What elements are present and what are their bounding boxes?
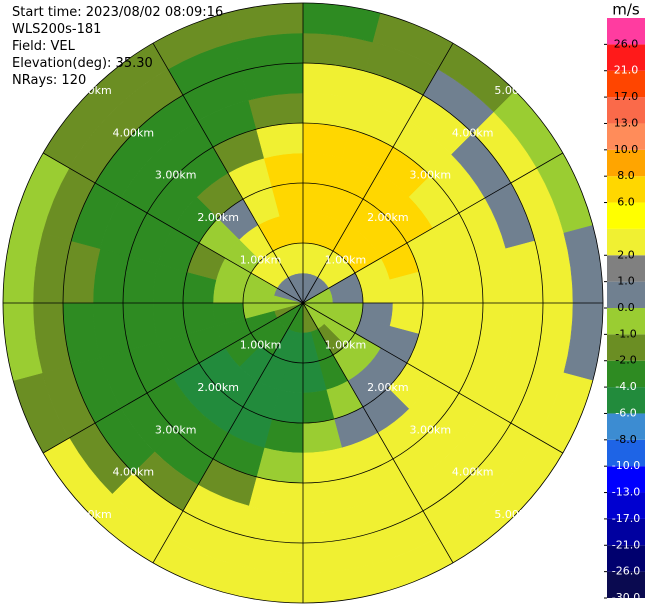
- colorbar-tick-label: -21.0: [612, 538, 640, 551]
- colorbar-block: [607, 176, 645, 203]
- header-line: Start time: 2023/08/02 08:09:16: [12, 5, 223, 20]
- range-ring-label: 5.00km: [494, 508, 536, 521]
- range-ring-label: 5.00km: [70, 508, 112, 521]
- colorbar-tick-label: 0.0: [617, 301, 635, 314]
- velocity-cell: [122, 302, 159, 350]
- colorbar-block: [607, 545, 645, 572]
- range-ring-label: 4.00km: [452, 466, 494, 479]
- colorbar-tick-label: -30.0: [612, 591, 640, 604]
- radial-line: [42, 152, 304, 304]
- range-ring: [242, 242, 364, 364]
- colorbar-block: [607, 360, 645, 388]
- colorbar-block: [607, 308, 645, 335]
- colorbar-tick-label: 10.0: [614, 143, 639, 156]
- range-ring-label: 4.00km: [113, 126, 155, 139]
- range-ring-label: 3.00km: [409, 169, 451, 182]
- range-ring-label: 1.00km: [240, 254, 282, 267]
- colorbar-tick-label: -8.0: [615, 433, 636, 446]
- colorbar-block: [607, 518, 645, 546]
- colorbar-block: [607, 255, 645, 282]
- radial-line: [152, 302, 304, 564]
- colorbar-tick-label: -1.0: [615, 327, 636, 340]
- header-line: WLS200s-181: [12, 22, 101, 37]
- colorbar-block: [607, 97, 645, 124]
- range-ring-label: 2.00km: [367, 211, 409, 224]
- radial-line: [302, 152, 564, 304]
- colorbar-tick-label: -13.0: [612, 486, 640, 499]
- colorbar-tick-label: 6.0: [617, 196, 635, 209]
- colorbar-block: [607, 123, 645, 150]
- range-ring-label: 2.00km: [367, 381, 409, 394]
- colorbar-block: [607, 18, 645, 45]
- colorbar-tick-label: 26.0: [614, 37, 639, 50]
- range-ring-label: 1.00km: [240, 338, 282, 351]
- colorbar-tick-label: 13.0: [614, 116, 639, 129]
- colorbar-block: [607, 281, 645, 308]
- colorbar-tick-label: -4.0: [615, 380, 636, 393]
- range-ring-label: 1.00km: [325, 254, 367, 267]
- velocity-cell: [447, 302, 484, 350]
- colorbar-block: [607, 202, 645, 229]
- colorbar: m/s 26.0 21.0 17.0 13.0 10.0 8.0 6.0 2.0 1.0 0.0 -1…: [604, 1, 645, 604]
- colorbar-tick-label: 8.0: [617, 169, 635, 182]
- velocity-cell: [256, 447, 304, 484]
- velocity-cell: [302, 447, 350, 484]
- colorbar-tick-label: 21.0: [614, 64, 639, 77]
- range-ring: [182, 182, 424, 424]
- colorbar-tick-label: -10.0: [612, 459, 640, 472]
- range-ring: [2, 2, 604, 604]
- colorbar-block: [607, 492, 645, 519]
- colorbar-tick-label: 2.0: [617, 248, 635, 261]
- header-line: Field: VEL: [12, 39, 76, 54]
- colorbar-tick-label: 1.0: [617, 275, 635, 288]
- colorbar-block: [607, 571, 645, 598]
- colorbar-tick-label: -26.0: [612, 565, 640, 578]
- colorbar-tick-label: -17.0: [612, 512, 640, 525]
- colorbar-block: [607, 149, 645, 177]
- colorbar-tick-label: -2.0: [615, 354, 636, 367]
- colorbar-block: [607, 439, 645, 467]
- radial-line: [302, 302, 564, 454]
- colorbar-tick-label: -6.0: [615, 406, 636, 419]
- range-ring-label: 2.00km: [197, 381, 239, 394]
- colorbar-block: [607, 413, 645, 440]
- radial-line: [302, 42, 454, 304]
- range-ring-label: 3.00km: [409, 423, 451, 436]
- range-ring-label: 4.00km: [452, 126, 494, 139]
- header: Start time: 2023/08/02 08:09:16 WLS200s-1…: [12, 5, 223, 88]
- velocity-cell: [447, 256, 484, 304]
- range-ring-label: 5.00km: [70, 84, 112, 97]
- colorbar-block: [607, 228, 645, 256]
- radial-line: [42, 302, 304, 454]
- range-ring-label: 2.00km: [197, 211, 239, 224]
- range-ring-label: 1.00km: [325, 338, 367, 351]
- header-line: NRays: 120: [12, 73, 86, 88]
- range-ring-label: 3.00km: [155, 169, 197, 182]
- radial-line: [152, 42, 304, 304]
- header-line: Elevation(deg): 35.30: [12, 56, 153, 71]
- colorbar-block: [607, 387, 645, 414]
- velocity-cell: [256, 122, 304, 159]
- polar-grid: 1.00km 1.00km 1.00km 1.00km 2.00km 2.00km 2.00…: [2, 2, 604, 604]
- colorbar-title: m/s: [612, 1, 640, 19]
- range-ring: [122, 122, 484, 484]
- colorbar-block: [607, 466, 645, 493]
- colorbar-block: [607, 44, 645, 71]
- velocity-cell: [302, 122, 350, 159]
- velocity-cell: [122, 256, 159, 304]
- colorbar-tick-label: 17.0: [614, 90, 639, 103]
- radial-line: [302, 302, 454, 564]
- range-ring-label: 3.00km: [155, 423, 197, 436]
- colorbar-block: [607, 334, 645, 361]
- range-ring: [62, 62, 544, 544]
- range-ring-label: 4.00km: [113, 466, 155, 479]
- ppi-field: [2, 2, 604, 604]
- colorbar-block: [607, 70, 645, 98]
- range-ring-label: 5.00km: [494, 84, 536, 97]
